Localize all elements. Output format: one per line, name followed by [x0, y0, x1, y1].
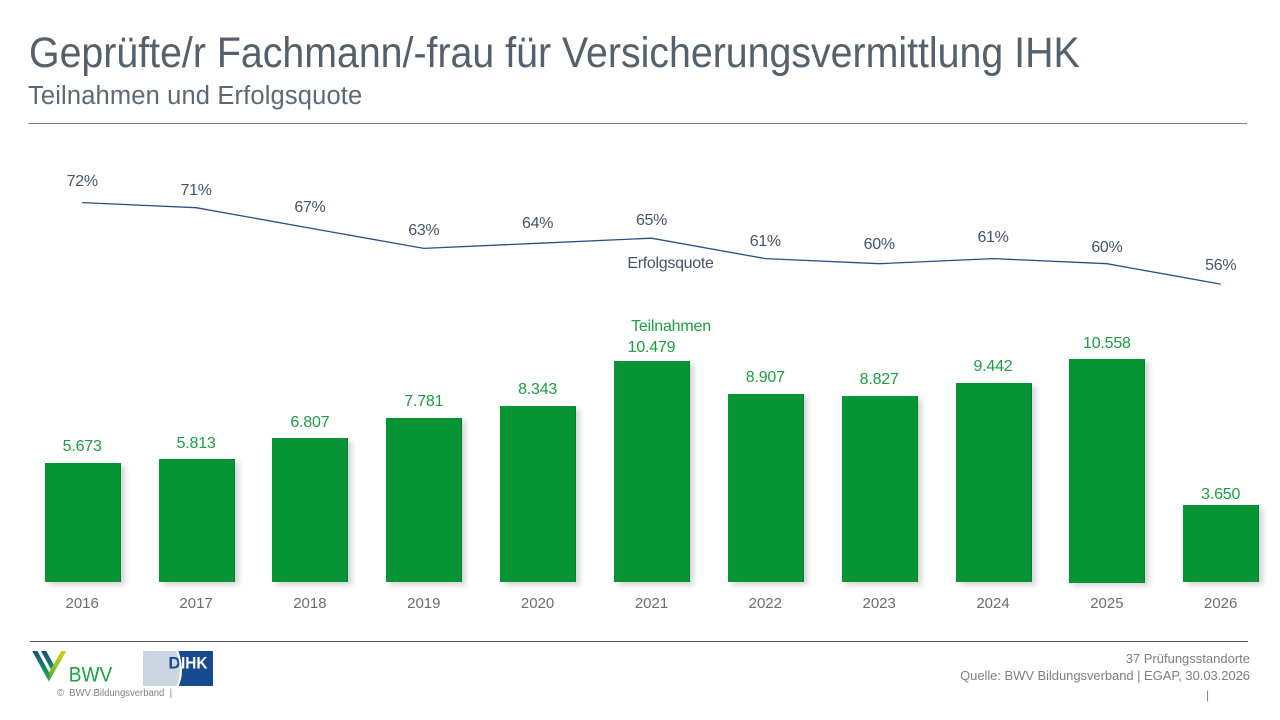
svg-text:BWV: BWV: [69, 661, 113, 686]
svg-text:IHK: IHK: [181, 654, 208, 672]
svg-text:D: D: [168, 653, 180, 672]
